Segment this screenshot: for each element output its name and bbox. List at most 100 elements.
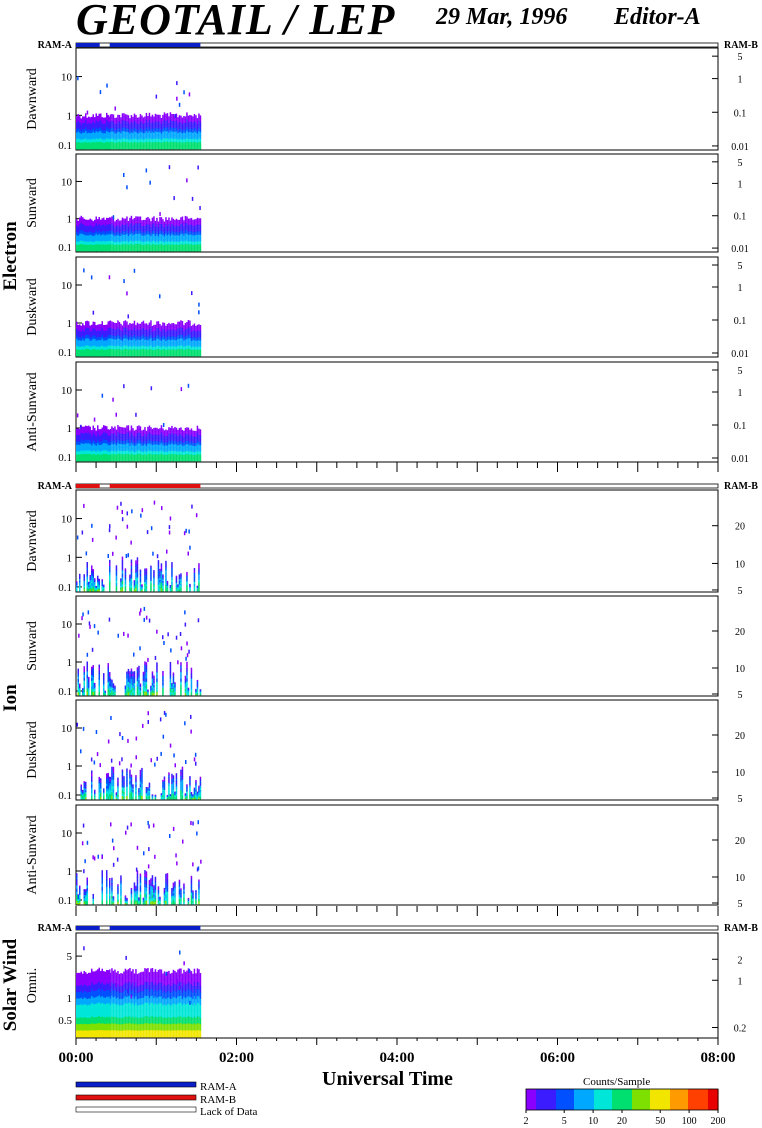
spectrogram-cell bbox=[129, 690, 131, 693]
spectrogram-cell bbox=[171, 682, 173, 685]
spectrogram-cell bbox=[142, 432, 145, 437]
spectrogram-cell bbox=[138, 339, 140, 344]
electron-ram-segment bbox=[76, 43, 100, 47]
spectrogram-cell bbox=[111, 145, 113, 150]
spectrogram-cell bbox=[141, 339, 143, 343]
spectrogram-cell bbox=[147, 690, 149, 691]
spectrogram-cell bbox=[190, 325, 193, 330]
spectrogram-cell bbox=[193, 128, 196, 132]
spectrogram-cell bbox=[133, 113, 136, 118]
spectrogram-cell bbox=[129, 430, 131, 434]
spectrogram-cell bbox=[98, 432, 100, 436]
spectrogram-cell bbox=[76, 228, 78, 233]
spectrogram-cell bbox=[177, 445, 179, 449]
spectrogram-cell bbox=[106, 454, 108, 458]
spectrogram-cell bbox=[117, 341, 119, 346]
spectrogram-cell bbox=[160, 571, 163, 575]
spectrogram-cell bbox=[111, 454, 113, 458]
spectrogram-cell bbox=[117, 425, 119, 430]
spectrogram-cell bbox=[76, 222, 78, 226]
spectrogram-cell bbox=[147, 142, 149, 147]
spectrogram-cell bbox=[171, 788, 173, 792]
spectrogram-cell bbox=[97, 125, 99, 130]
spectrogram-cell bbox=[172, 674, 175, 678]
spectrogram-cell bbox=[109, 578, 111, 582]
spectrogram-cell bbox=[112, 427, 115, 432]
spectrogram-cell bbox=[95, 457, 97, 462]
spectrogram-cell bbox=[89, 346, 91, 351]
spectrogram-cell bbox=[189, 327, 191, 332]
spectrogram-cell bbox=[121, 787, 124, 791]
spectrogram-cell bbox=[91, 331, 93, 335]
spectrogram-cell bbox=[180, 668, 182, 673]
spectrogram-speck bbox=[159, 212, 161, 217]
spectrogram-cell bbox=[115, 451, 118, 456]
spectrogram-cell bbox=[79, 684, 81, 687]
spectrogram-cell bbox=[101, 145, 103, 150]
spectrogram-cell bbox=[138, 443, 140, 448]
spectrogram-cell bbox=[196, 687, 199, 690]
spectrogram-cell bbox=[183, 232, 185, 237]
spectrogram-cell bbox=[98, 217, 100, 221]
spectrogram-cell bbox=[180, 582, 182, 585]
spectrogram-cell bbox=[196, 693, 199, 696]
spectrogram-cell bbox=[192, 247, 194, 252]
spectrogram-cell bbox=[76, 139, 78, 143]
spectrogram-cell bbox=[109, 686, 112, 689]
spectrogram-cell bbox=[77, 337, 79, 341]
spectrogram-cell bbox=[86, 352, 88, 357]
spectrogram-cell bbox=[135, 782, 137, 785]
spectrogram-cell bbox=[153, 576, 155, 579]
spectrogram-cell bbox=[117, 794, 119, 798]
spectrogram-cell bbox=[196, 130, 199, 134]
spectrogram-cell bbox=[133, 224, 136, 229]
spectrogram-cell bbox=[115, 445, 118, 449]
spectrogram-cell bbox=[162, 451, 164, 455]
spectrogram-cell bbox=[168, 342, 170, 347]
spectrogram-cell bbox=[189, 228, 191, 232]
spectrogram-cell bbox=[151, 131, 154, 136]
spectrogram-cell bbox=[163, 790, 166, 793]
spectrogram-cell bbox=[175, 141, 178, 146]
spectrogram-cell bbox=[130, 145, 133, 150]
spectrogram-cell bbox=[124, 584, 127, 587]
spectrogram-cell bbox=[91, 222, 93, 227]
spectrogram-cell bbox=[91, 142, 93, 147]
spectrogram-speck bbox=[187, 551, 189, 556]
spectrogram-cell bbox=[104, 337, 106, 341]
spectrogram-cell bbox=[156, 454, 158, 459]
spectrogram-cell bbox=[121, 587, 124, 592]
spectrogram-cell bbox=[193, 135, 196, 139]
spectrogram-cell bbox=[86, 562, 88, 566]
spectrogram-cell bbox=[91, 235, 93, 239]
spectrogram-cell bbox=[190, 684, 193, 688]
spectrogram-speck bbox=[191, 504, 193, 509]
spectrogram-cell bbox=[103, 789, 105, 791]
spectrogram-cell bbox=[80, 429, 82, 433]
spectrogram-cell bbox=[121, 427, 124, 432]
spectrogram-cell bbox=[103, 688, 105, 691]
spectrogram-cell bbox=[177, 584, 179, 586]
spectrogram-cell bbox=[124, 228, 127, 232]
spectrogram-cell bbox=[91, 430, 93, 434]
spectrogram-cell bbox=[88, 321, 90, 326]
spectrogram-cell bbox=[129, 769, 131, 773]
spectrogram-cell bbox=[101, 437, 103, 442]
spectrogram-cell bbox=[129, 127, 131, 131]
spectrogram-speck bbox=[133, 268, 136, 273]
spectrogram-cell bbox=[112, 114, 115, 119]
spectrogram-cell bbox=[79, 230, 81, 235]
spectrogram-cell bbox=[97, 327, 99, 332]
spectrogram-cell bbox=[181, 216, 184, 221]
spectrogram-cell bbox=[76, 238, 78, 242]
spectrogram-cell bbox=[83, 793, 85, 796]
spectrogram-cell bbox=[171, 326, 173, 331]
spectrogram-cell bbox=[136, 678, 139, 682]
spectrogram-cell bbox=[165, 432, 167, 437]
spectrogram-cell bbox=[98, 582, 100, 584]
spectrogram-cell bbox=[147, 692, 149, 694]
spectrogram-cell bbox=[76, 583, 78, 585]
spectrogram-cell bbox=[169, 797, 172, 798]
spectrogram-cell bbox=[192, 334, 194, 338]
spectrogram-cell bbox=[109, 683, 112, 686]
